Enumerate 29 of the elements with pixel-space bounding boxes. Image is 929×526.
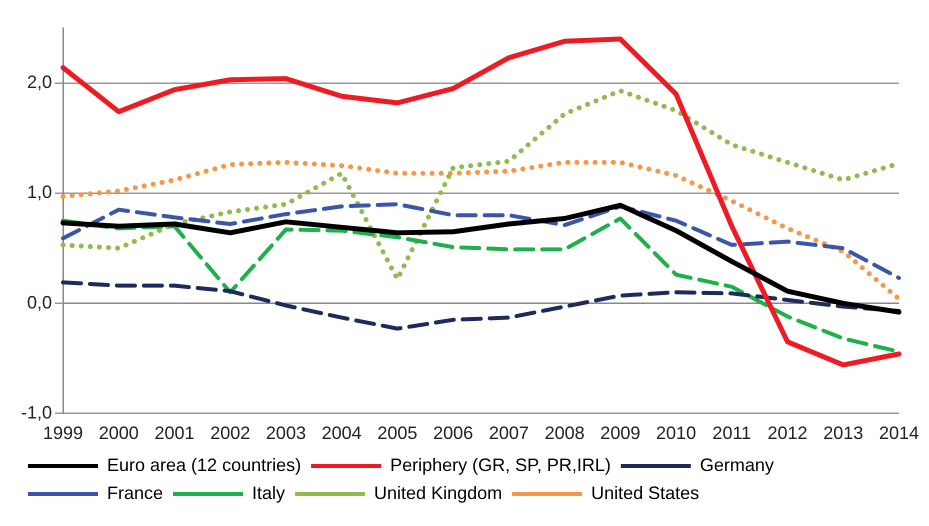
x-tick-label: 2004 bbox=[322, 423, 362, 444]
x-tick-label: 2000 bbox=[98, 423, 139, 444]
x-tick-label: 2006 bbox=[433, 423, 474, 444]
y-tick-label: 2,0 bbox=[26, 72, 52, 92]
y-tick-label: -1,0 bbox=[20, 402, 52, 422]
y-tick-label: 1,0 bbox=[26, 182, 52, 202]
x-tick-label: 2011 bbox=[712, 423, 752, 444]
x-tick-label: 2007 bbox=[488, 423, 529, 444]
legend-label: United Kingdom bbox=[374, 482, 502, 503]
legend-label: Periphery (GR, SP, PR,IRL) bbox=[390, 454, 611, 475]
x-tick-label: 2008 bbox=[544, 423, 585, 444]
x-tick-label: 2001 bbox=[154, 423, 194, 444]
legend-label: United States bbox=[591, 482, 700, 503]
x-tick-label: 1999 bbox=[42, 423, 84, 444]
x-tick-label: 2009 bbox=[600, 423, 640, 444]
legend-label: Germany bbox=[700, 454, 774, 475]
legend-label: Italy bbox=[252, 482, 286, 503]
x-tick-label: 2002 bbox=[210, 423, 250, 444]
legend-label: Euro area (12 countries) bbox=[107, 454, 302, 475]
line-series bbox=[61, 202, 901, 280]
x-tick-label: 2005 bbox=[377, 423, 418, 444]
line-series bbox=[61, 280, 901, 331]
x-tick-label: 2003 bbox=[266, 423, 306, 444]
x-tick-label: 2012 bbox=[767, 423, 808, 444]
y-tick-label: 0,0 bbox=[26, 292, 52, 312]
x-tick-label: 2013 bbox=[823, 423, 864, 444]
x-tick-label: 2014 bbox=[878, 423, 919, 444]
x-tick-label: 2010 bbox=[656, 423, 696, 444]
legend-label: France bbox=[107, 482, 164, 503]
